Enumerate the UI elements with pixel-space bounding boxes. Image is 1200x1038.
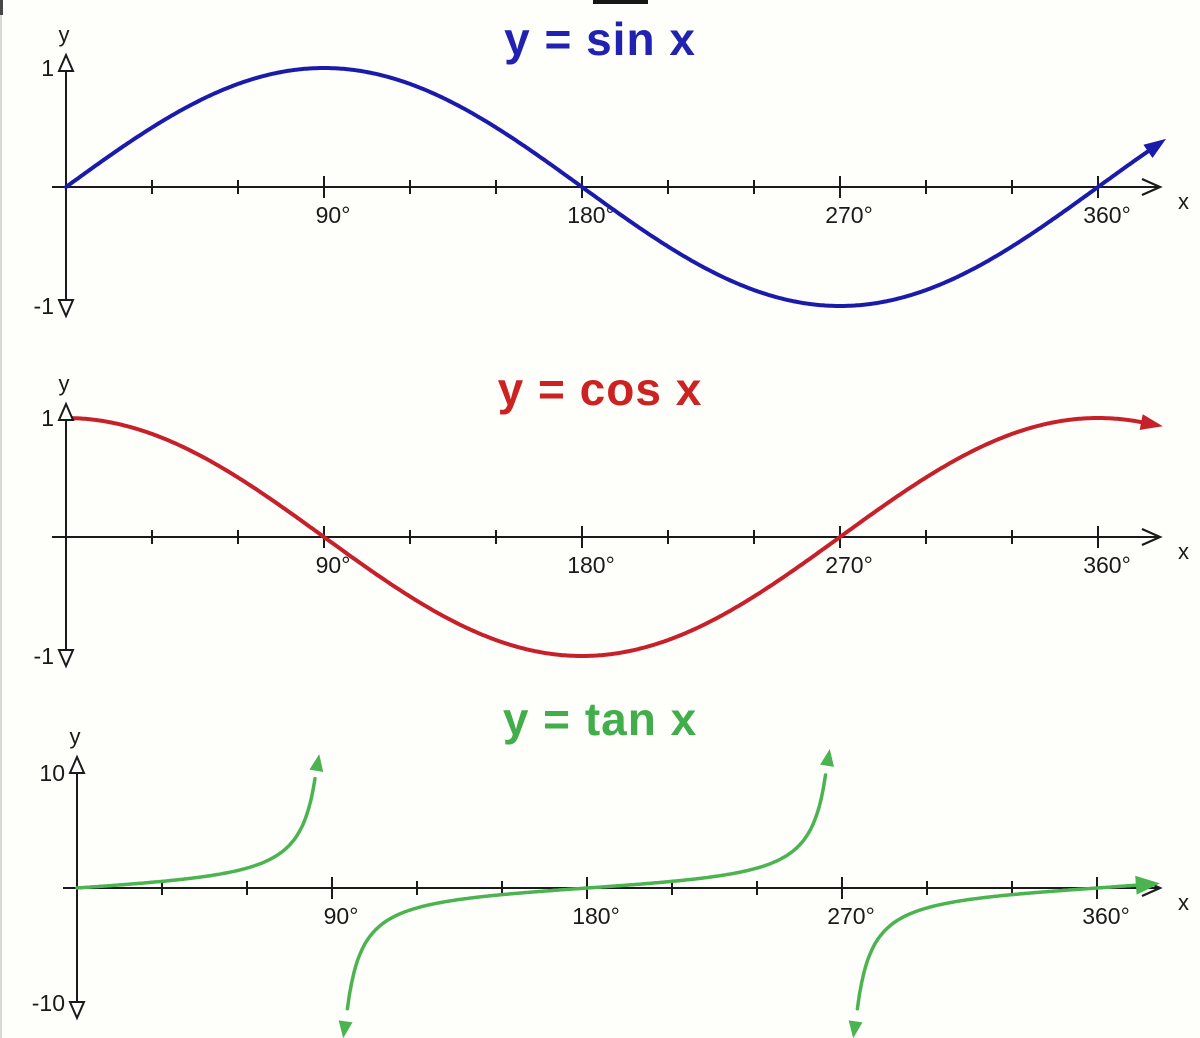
y-min-label: -1 xyxy=(34,643,54,669)
curve-arrow-up-icon xyxy=(820,748,834,767)
y-axis-arrow-icon xyxy=(57,649,75,669)
x-axis-label: x xyxy=(1178,189,1189,214)
x-axis-arrow-icon xyxy=(1141,177,1163,197)
x-tick-label: 360° xyxy=(1083,552,1131,578)
x-tick-label: 90° xyxy=(316,202,351,228)
curve-arrow-up-icon xyxy=(309,754,324,773)
y-axis-arrow-icon xyxy=(57,299,75,319)
curve-cos xyxy=(64,416,1146,658)
curve-sin xyxy=(64,66,1152,308)
page-left-border xyxy=(0,0,2,1038)
curve-arrow-end-icon xyxy=(1135,875,1160,895)
x-axis-label: x xyxy=(1178,890,1189,915)
x-tick-label: 180° xyxy=(572,903,620,929)
curve-arrow-down-icon xyxy=(848,1020,863,1038)
page-corner-mark xyxy=(0,0,3,15)
y-axis-arrow-icon xyxy=(57,52,75,72)
y-axis-label: y xyxy=(59,22,70,47)
curve-arrow-end-icon xyxy=(1139,414,1163,430)
y-axis-arrow-icon xyxy=(68,1001,86,1021)
x-tick-label: 360° xyxy=(1082,903,1130,929)
x-tick-label: 270° xyxy=(825,552,873,578)
y-axis-arrow-icon xyxy=(68,754,86,774)
curve-tan xyxy=(75,776,317,890)
curve-arrow-down-icon xyxy=(338,1020,353,1038)
y-axis-arrow-icon xyxy=(57,401,75,421)
x-axis-arrow-icon xyxy=(1141,527,1163,547)
chart-title-tan: y = tan x xyxy=(502,693,698,745)
y-max-label: 10 xyxy=(39,760,65,786)
chart-title-sin: y = sin x xyxy=(504,13,696,65)
x-tick-label: 270° xyxy=(827,903,875,929)
x-tick-label: 90° xyxy=(324,903,359,929)
x-axis-label: x xyxy=(1178,539,1189,564)
chart-title-cos: y = cos x xyxy=(497,363,703,415)
x-tick-label: 90° xyxy=(316,552,351,578)
y-min-label: -1 xyxy=(34,293,54,319)
curve-tan xyxy=(855,883,1140,1011)
curve-tan xyxy=(345,773,828,1011)
x-tick-label: 270° xyxy=(825,202,873,228)
y-max-label: 1 xyxy=(41,55,54,81)
top-crop-artifact xyxy=(593,0,648,4)
x-tick-label: 180° xyxy=(567,552,615,578)
y-max-label: 1 xyxy=(41,405,54,431)
curve-arrow-end-icon xyxy=(1143,138,1167,158)
y-min-label: -10 xyxy=(32,990,65,1016)
y-axis-label: y xyxy=(59,371,70,396)
x-tick-label: 360° xyxy=(1083,202,1131,228)
y-axis-label: y xyxy=(70,724,81,749)
